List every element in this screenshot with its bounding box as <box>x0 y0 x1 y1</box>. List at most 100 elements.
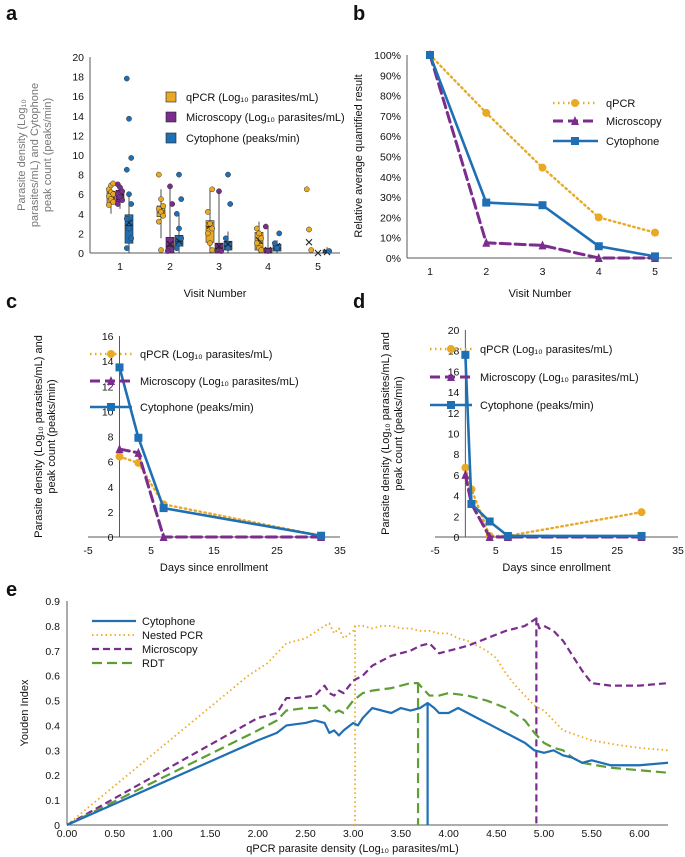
d-x-tick-label: 25 <box>611 545 623 557</box>
c-y-tick-label: 10 <box>102 406 114 418</box>
chart-e-youden-line: 0 0.1 0.2 0.3 0.4 0.5 0.6 0.7 0.8 0.9 0.00 0.50 1.00… <box>19 596 669 855</box>
b-x-tick-label: 1 <box>427 266 433 278</box>
d-legend-label: qPCR (Log₁₀ parasites/mL) <box>480 344 612 356</box>
d-series-marker <box>485 517 494 526</box>
a-data-point <box>155 171 162 178</box>
a-data-point <box>123 215 130 222</box>
c-series-marker <box>115 444 124 454</box>
a-data-point <box>306 226 312 233</box>
b-y-tick-label: 90% <box>380 70 401 82</box>
a-legend-label: Microscopy (Log₁₀ parasites/mL) <box>186 112 345 124</box>
a-y-tick-label: 2 <box>78 228 84 240</box>
b-legend-marker <box>571 116 579 125</box>
d-y-tick-label: 0 <box>454 532 460 544</box>
e-y-tick-label: 0.6 <box>45 671 60 683</box>
a-data-point <box>160 212 167 219</box>
d-y-axis-title-line: Parasite density (Log₁₀ parasites/mL) an… <box>380 332 392 535</box>
d-y-tick-label: 14 <box>448 387 460 399</box>
c-y-tick-label: 12 <box>102 381 114 393</box>
d-legend-marker <box>447 345 455 353</box>
d-y-tick-label: 12 <box>448 408 460 420</box>
b-series-marker <box>538 201 547 210</box>
a-y-tick-label: 18 <box>72 72 84 84</box>
d-y-tick-label: 10 <box>448 429 460 441</box>
c-series-marker <box>134 447 143 457</box>
a-data-point <box>128 235 135 242</box>
e-x-axis-title: qPCR parasite density (Log₁₀ parasites/m… <box>246 843 458 855</box>
e-x-tick-label: 4.00 <box>438 828 459 840</box>
b-y-tick-label: 0% <box>386 253 401 265</box>
a-data-point <box>123 166 130 173</box>
d-x-tick-label: 15 <box>551 545 563 557</box>
a-data-point <box>258 247 265 253</box>
e-y-tick-label: 0.7 <box>45 646 60 658</box>
c-series-line <box>118 447 323 539</box>
c-y-axis-title-line: Parasite density (Log₁₀ parasites/mL) an… <box>33 335 45 538</box>
b-series-marker <box>482 237 491 247</box>
a-data-point <box>258 235 265 242</box>
b-y-tick-label: 70% <box>380 111 401 123</box>
d-legend-label: Cytophone (peaks/min) <box>480 400 594 412</box>
a-y-tick-label: 0 <box>78 248 84 260</box>
a-data-point <box>209 225 216 232</box>
e-series-line <box>66 682 669 826</box>
a-data-point <box>207 220 213 227</box>
b-y-tick-label: 10% <box>380 233 401 245</box>
b-series-marker <box>538 240 547 250</box>
a-data-point <box>265 248 271 254</box>
d-series-marker <box>637 508 646 517</box>
b-legend-label: qPCR <box>606 98 635 110</box>
a-y-tick-label: 6 <box>78 189 84 201</box>
a-y-axis-title: Parasite density (Log₁₀parasites/mL) and… <box>16 83 54 227</box>
b-series-marker <box>651 252 659 261</box>
b-series-marker <box>594 242 603 251</box>
a-data-point <box>253 240 260 247</box>
e-y-tick-label: 0.1 <box>45 795 60 807</box>
a-data-point <box>123 245 130 251</box>
b-series-marker <box>651 228 659 237</box>
a-data-point <box>308 247 315 253</box>
e-x-tick-label: 0.00 <box>57 828 78 840</box>
e-series-line <box>66 701 669 827</box>
a-data-point <box>114 201 121 207</box>
e-y-axis-title: Youden Index <box>19 679 31 746</box>
b-series-marker <box>594 253 603 262</box>
b-y-tick-label: 80% <box>380 91 401 103</box>
a-data-point <box>274 245 280 251</box>
b-series-marker <box>482 108 491 117</box>
d-series-line <box>464 466 643 538</box>
a-data-point <box>126 115 132 122</box>
c-y-tick-label: 4 <box>108 482 114 494</box>
a-y-tick-label: 20 <box>72 52 84 64</box>
a-legend-swatch <box>165 132 177 144</box>
c-x-tick-label: 25 <box>271 545 283 557</box>
d-legend-label: Microscopy (Log₁₀ parasites/mL) <box>480 372 639 384</box>
a-data-point <box>262 223 269 230</box>
a-y-axis-title-line: Parasite density (Log₁₀ <box>16 99 28 211</box>
b-y-tick-label: 50% <box>380 152 401 164</box>
d-x-tick-label: 35 <box>672 545 684 557</box>
panel-label-e: e <box>6 579 17 601</box>
e-x-tick-label: 2.50 <box>295 828 316 840</box>
a-data-point <box>225 245 231 251</box>
d-series-marker <box>467 499 476 508</box>
a-y-tick-label: 8 <box>78 170 84 182</box>
d-legend-marker <box>447 372 455 381</box>
chart-b-relative-line: 0% 10% 20% 30% 40% 50% 60% 70% 80% 90% 100% 1 2 3 4 5 Vi… <box>353 50 672 300</box>
d-series-marker <box>461 463 470 472</box>
d-series-marker <box>485 532 494 541</box>
c-y-tick-label: 8 <box>108 432 114 444</box>
e-y-tick-label: 0.2 <box>45 770 60 782</box>
d-y-axis-title: Parasite density (Log₁₀ parasites/mL) an… <box>380 332 405 535</box>
a-data-point <box>126 225 132 232</box>
a-legend-label: qPCR (Log₁₀ parasites/mL) <box>186 92 318 104</box>
a-data-point <box>256 230 262 237</box>
d-y-tick-label: 16 <box>448 366 460 378</box>
b-series-marker <box>482 198 491 207</box>
b-series-line <box>428 53 657 260</box>
a-data-point <box>158 196 164 202</box>
b-x-tick-label: 3 <box>540 266 546 278</box>
b-y-tick-label: 40% <box>380 172 401 184</box>
c-series-marker <box>115 363 124 372</box>
